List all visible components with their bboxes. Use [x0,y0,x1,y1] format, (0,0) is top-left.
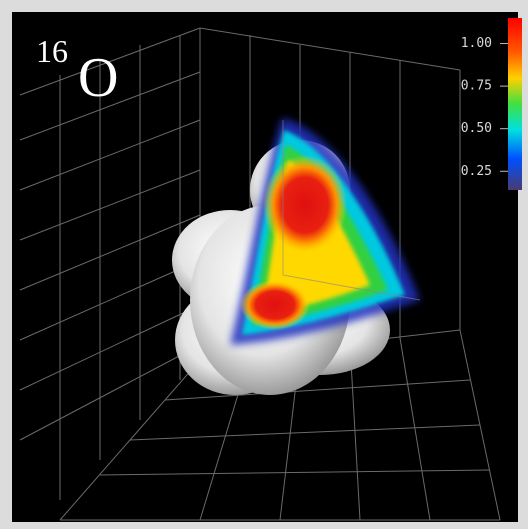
mass-number: 16 [36,33,68,69]
colorbar [508,18,522,190]
colorbar-tick-label: 0.25 [461,164,492,179]
element-symbol: O [78,47,118,109]
colorbar-tick-label: 0.75 [461,79,492,94]
colorbar-tick-label: 0.50 [461,121,492,136]
colorbar-tick-label: 1.00 [461,36,492,51]
nucleus-density [172,118,421,395]
